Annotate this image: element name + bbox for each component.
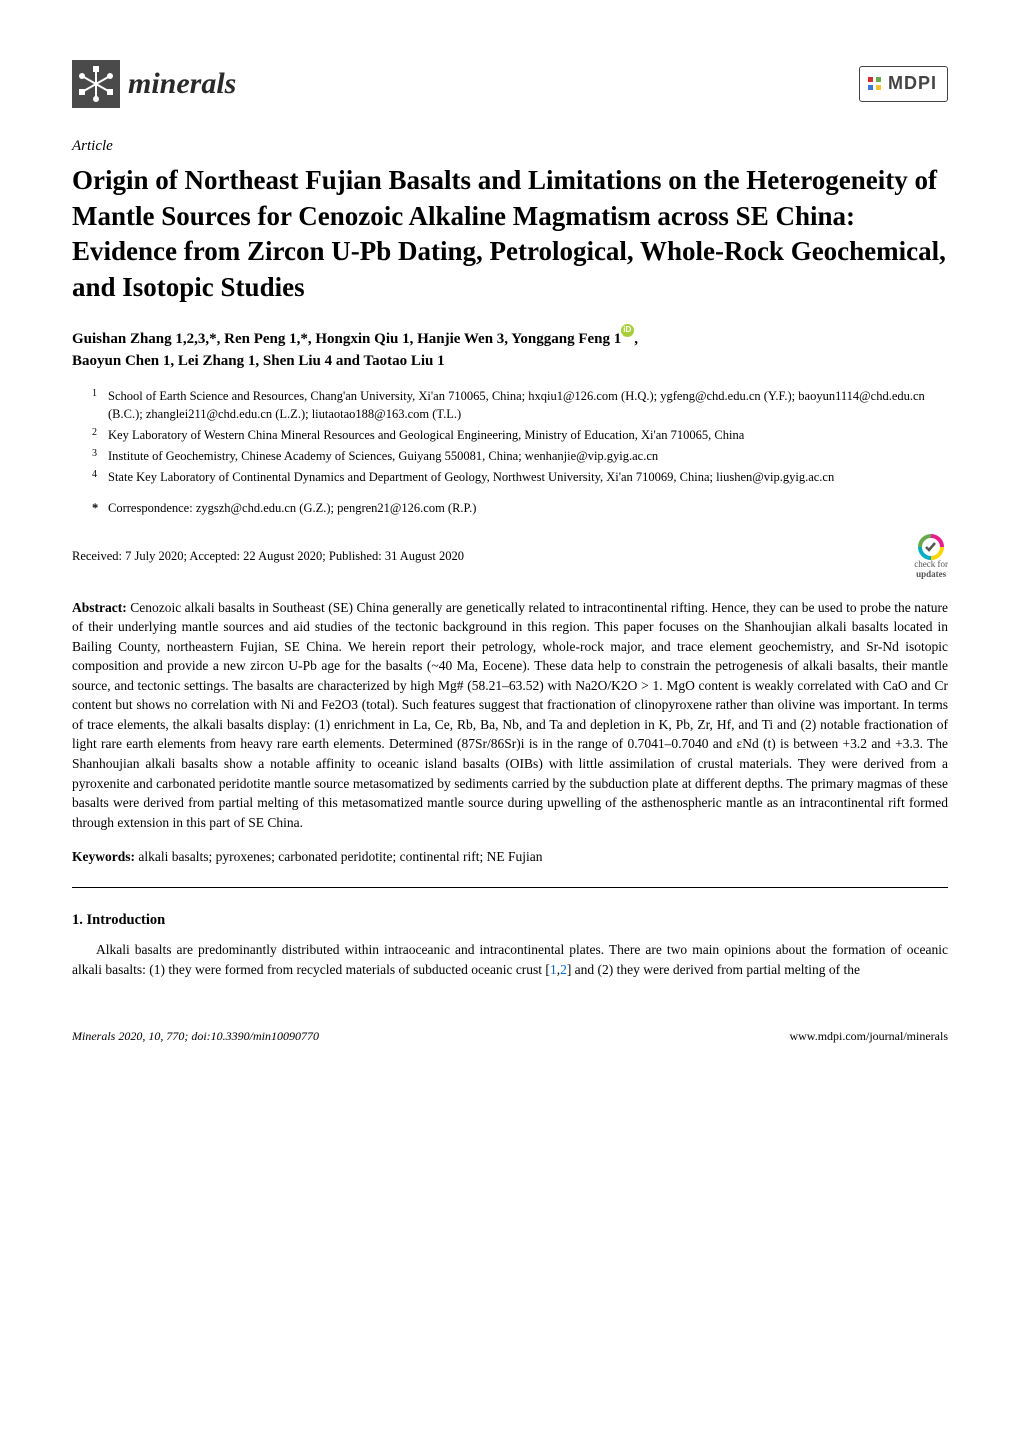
header: minerals MDPI	[72, 60, 948, 108]
check-for-updates[interactable]: check for updates	[914, 534, 948, 580]
journal-logo: minerals	[72, 60, 236, 108]
dates-row: Received: 7 July 2020; Accepted: 22 Augu…	[72, 534, 948, 580]
journal-name: minerals	[128, 63, 236, 105]
abstract-label: Abstract:	[72, 600, 127, 615]
article-type: Article	[72, 136, 948, 157]
footer-citation-text: Minerals 2020, 10, 770; doi:10.3390/min1…	[72, 1029, 319, 1043]
aff-text: School of Earth Science and Resources, C…	[108, 387, 948, 425]
aff-num: 1	[92, 386, 108, 424]
keywords-text: alkali basalts; pyroxenes; carbonated pe…	[135, 849, 543, 864]
minerals-icon	[72, 60, 120, 108]
authors-line-1: Guishan Zhang 1,2,3,*, Ren Peng 1,*, Hon…	[72, 331, 638, 347]
affiliation-1: 1 School of Earth Science and Resources,…	[92, 387, 948, 425]
aff-num: 2	[92, 425, 108, 444]
orcid-icon	[621, 324, 634, 337]
authors-line-2: Baoyun Chen 1, Lei Zhang 1, Shen Liu 4 a…	[72, 353, 445, 369]
check-updates-icon	[918, 534, 944, 560]
affiliations: 1 School of Earth Science and Resources,…	[92, 387, 948, 487]
section-1-heading: 1. Introduction	[72, 910, 948, 930]
footer: Minerals 2020, 10, 770; doi:10.3390/min1…	[72, 1028, 948, 1045]
divider	[72, 887, 948, 888]
footer-citation: Minerals 2020, 10, 770; doi:10.3390/min1…	[72, 1028, 319, 1045]
authors-text-1: Guishan Zhang 1,2,3,*, Ren Peng 1,*, Hon…	[72, 331, 621, 347]
keywords: Keywords: alkali basalts; pyroxenes; car…	[72, 848, 948, 867]
aff-num: 3	[92, 446, 108, 465]
ref-link-2[interactable]: 2	[560, 962, 567, 977]
asterisk: *	[92, 500, 108, 518]
mdpi-icon	[866, 75, 884, 93]
article-title: Origin of Northeast Fujian Basalts and L…	[72, 163, 948, 306]
intro-paragraph: Alkali basalts are predominantly distrib…	[72, 940, 948, 979]
check-label-2: updates	[916, 570, 946, 580]
aff-num: 4	[92, 467, 108, 486]
publisher-name: MDPI	[888, 71, 937, 96]
footer-journal-url[interactable]: www.mdpi.com/journal/minerals	[789, 1028, 948, 1045]
abstract: Abstract: Cenozoic alkali basalts in Sou…	[72, 598, 948, 833]
intro-text-2: ] and (2) they were derived from partial…	[567, 962, 860, 977]
affiliation-2: 2 Key Laboratory of Western China Minera…	[92, 426, 948, 445]
aff-text: Key Laboratory of Western China Mineral …	[108, 426, 948, 445]
publisher-logo: MDPI	[859, 66, 948, 101]
affiliation-4: 4 State Key Laboratory of Continental Dy…	[92, 468, 948, 487]
correspondence: * Correspondence: zygszh@chd.edu.cn (G.Z…	[92, 500, 948, 518]
aff-text: Institute of Geochemistry, Chinese Acade…	[108, 447, 948, 466]
keywords-label: Keywords:	[72, 849, 135, 864]
affiliation-3: 3 Institute of Geochemistry, Chinese Aca…	[92, 447, 948, 466]
publication-dates: Received: 7 July 2020; Accepted: 22 Augu…	[72, 548, 464, 566]
ref-link-1[interactable]: 1	[550, 962, 557, 977]
authors: Guishan Zhang 1,2,3,*, Ren Peng 1,*, Hon…	[72, 324, 948, 373]
correspondence-text: Correspondence: zygszh@chd.edu.cn (G.Z.)…	[108, 500, 476, 518]
aff-text: State Key Laboratory of Continental Dyna…	[108, 468, 948, 487]
abstract-text: Cenozoic alkali basalts in Southeast (SE…	[72, 600, 948, 830]
